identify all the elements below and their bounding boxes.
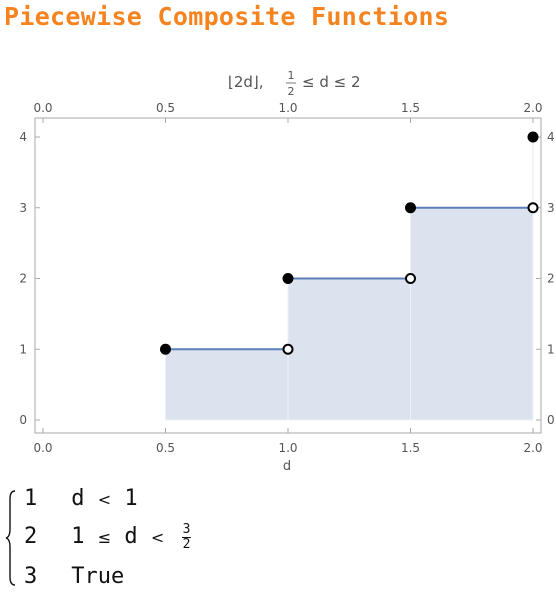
plot-title-domain: ≤ d ≤ 2 [302, 73, 361, 91]
filled-point-4 [527, 131, 539, 143]
page-title: Piecewise Composite Functions [4, 2, 450, 31]
open-point-3 [527, 202, 539, 214]
y-tick-label-left-2: 2 [19, 272, 27, 286]
y-tick-label-right-2: 2 [547, 272, 555, 286]
x-tick-label-top-3: 1.5 [401, 101, 420, 115]
y-tick-label-left-1: 1 [19, 342, 27, 356]
x-tick-label-bottom-4: 2.0 [523, 441, 542, 455]
y-tick-label-left-0: 0 [19, 413, 27, 427]
step-line-group [165, 206, 533, 351]
filled-point-2 [282, 273, 294, 284]
y-tick-label-right-4: 4 [547, 130, 555, 144]
y-tick-label-right-3: 3 [547, 201, 555, 215]
y-tick-label-left-3: 3 [19, 201, 27, 215]
piecewise-row-2-value: 2 [24, 524, 38, 549]
x-tick-label-bottom-3: 1.5 [401, 441, 420, 455]
open-point-2 [405, 273, 416, 284]
point-group [160, 131, 539, 355]
x-tick-label-top-0: 0.0 [33, 101, 52, 115]
plot-title-frac-den: 2 [288, 85, 295, 98]
piecewise-row-2-fraction: 3 2 [181, 521, 192, 552]
area-fill-3 [410, 207, 534, 421]
piecewise-row-3-condition: True [71, 564, 125, 589]
piecewise-row-3-value: 3 [24, 564, 38, 589]
x-tick-label-top-2: 1.0 [278, 101, 297, 115]
step-chart: ⌊2d⌋, 1 2 ≤ d ≤ 2 d 0.0 0.0 0.5 0.5 1.0 1.0 1.… [19, 69, 554, 474]
y-tick-label-right-0: 0 [547, 413, 555, 427]
y-tick-label-left-4: 4 [19, 130, 27, 144]
area-fill-2 [287, 278, 411, 421]
piecewise-row-1: 1 d < 1 [24, 484, 138, 514]
open-point-1 [282, 343, 294, 355]
plot-title-frac-num: 1 [288, 69, 295, 82]
x-tick-label-bottom-2: 1.0 [278, 441, 297, 455]
y-tick-label-right-1: 1 [547, 342, 555, 356]
area-fill-group [165, 137, 534, 421]
filled-point-1 [160, 343, 171, 355]
left-brace-icon [5, 490, 16, 586]
x-tick-label-bottom-0: 0.0 [33, 441, 52, 455]
x-tick-label-top-4: 2.0 [523, 101, 542, 115]
piecewise-row-2: 2 1 ≤ d < 3 2 [24, 521, 192, 552]
piecewise-row-3: 3 True [24, 562, 124, 592]
area-fill-1 [165, 348, 289, 421]
piecewise-row-1-condition: d < 1 [71, 486, 138, 511]
filled-point-3 [405, 202, 416, 214]
piecewise-row-1-value: 1 [24, 486, 38, 511]
x-tick-label-top-1: 0.5 [156, 101, 175, 115]
piecewise-row-2-condition: 1 ≤ d < 3 2 [71, 521, 192, 552]
tick-group: 0.0 0.0 0.5 0.5 1.0 1.0 1.5 1.5 2.0 2.0 0 0 1 1 2 2 3 3 4 4 [19, 101, 554, 455]
x-tick-label-bottom-1: 0.5 [156, 441, 175, 455]
x-axis-label: d [283, 459, 291, 474]
plot-title: ⌊2d⌋, 1 2 ≤ d ≤ 2 [228, 69, 361, 98]
plot-title-expr: ⌊2d⌋, [228, 73, 264, 91]
